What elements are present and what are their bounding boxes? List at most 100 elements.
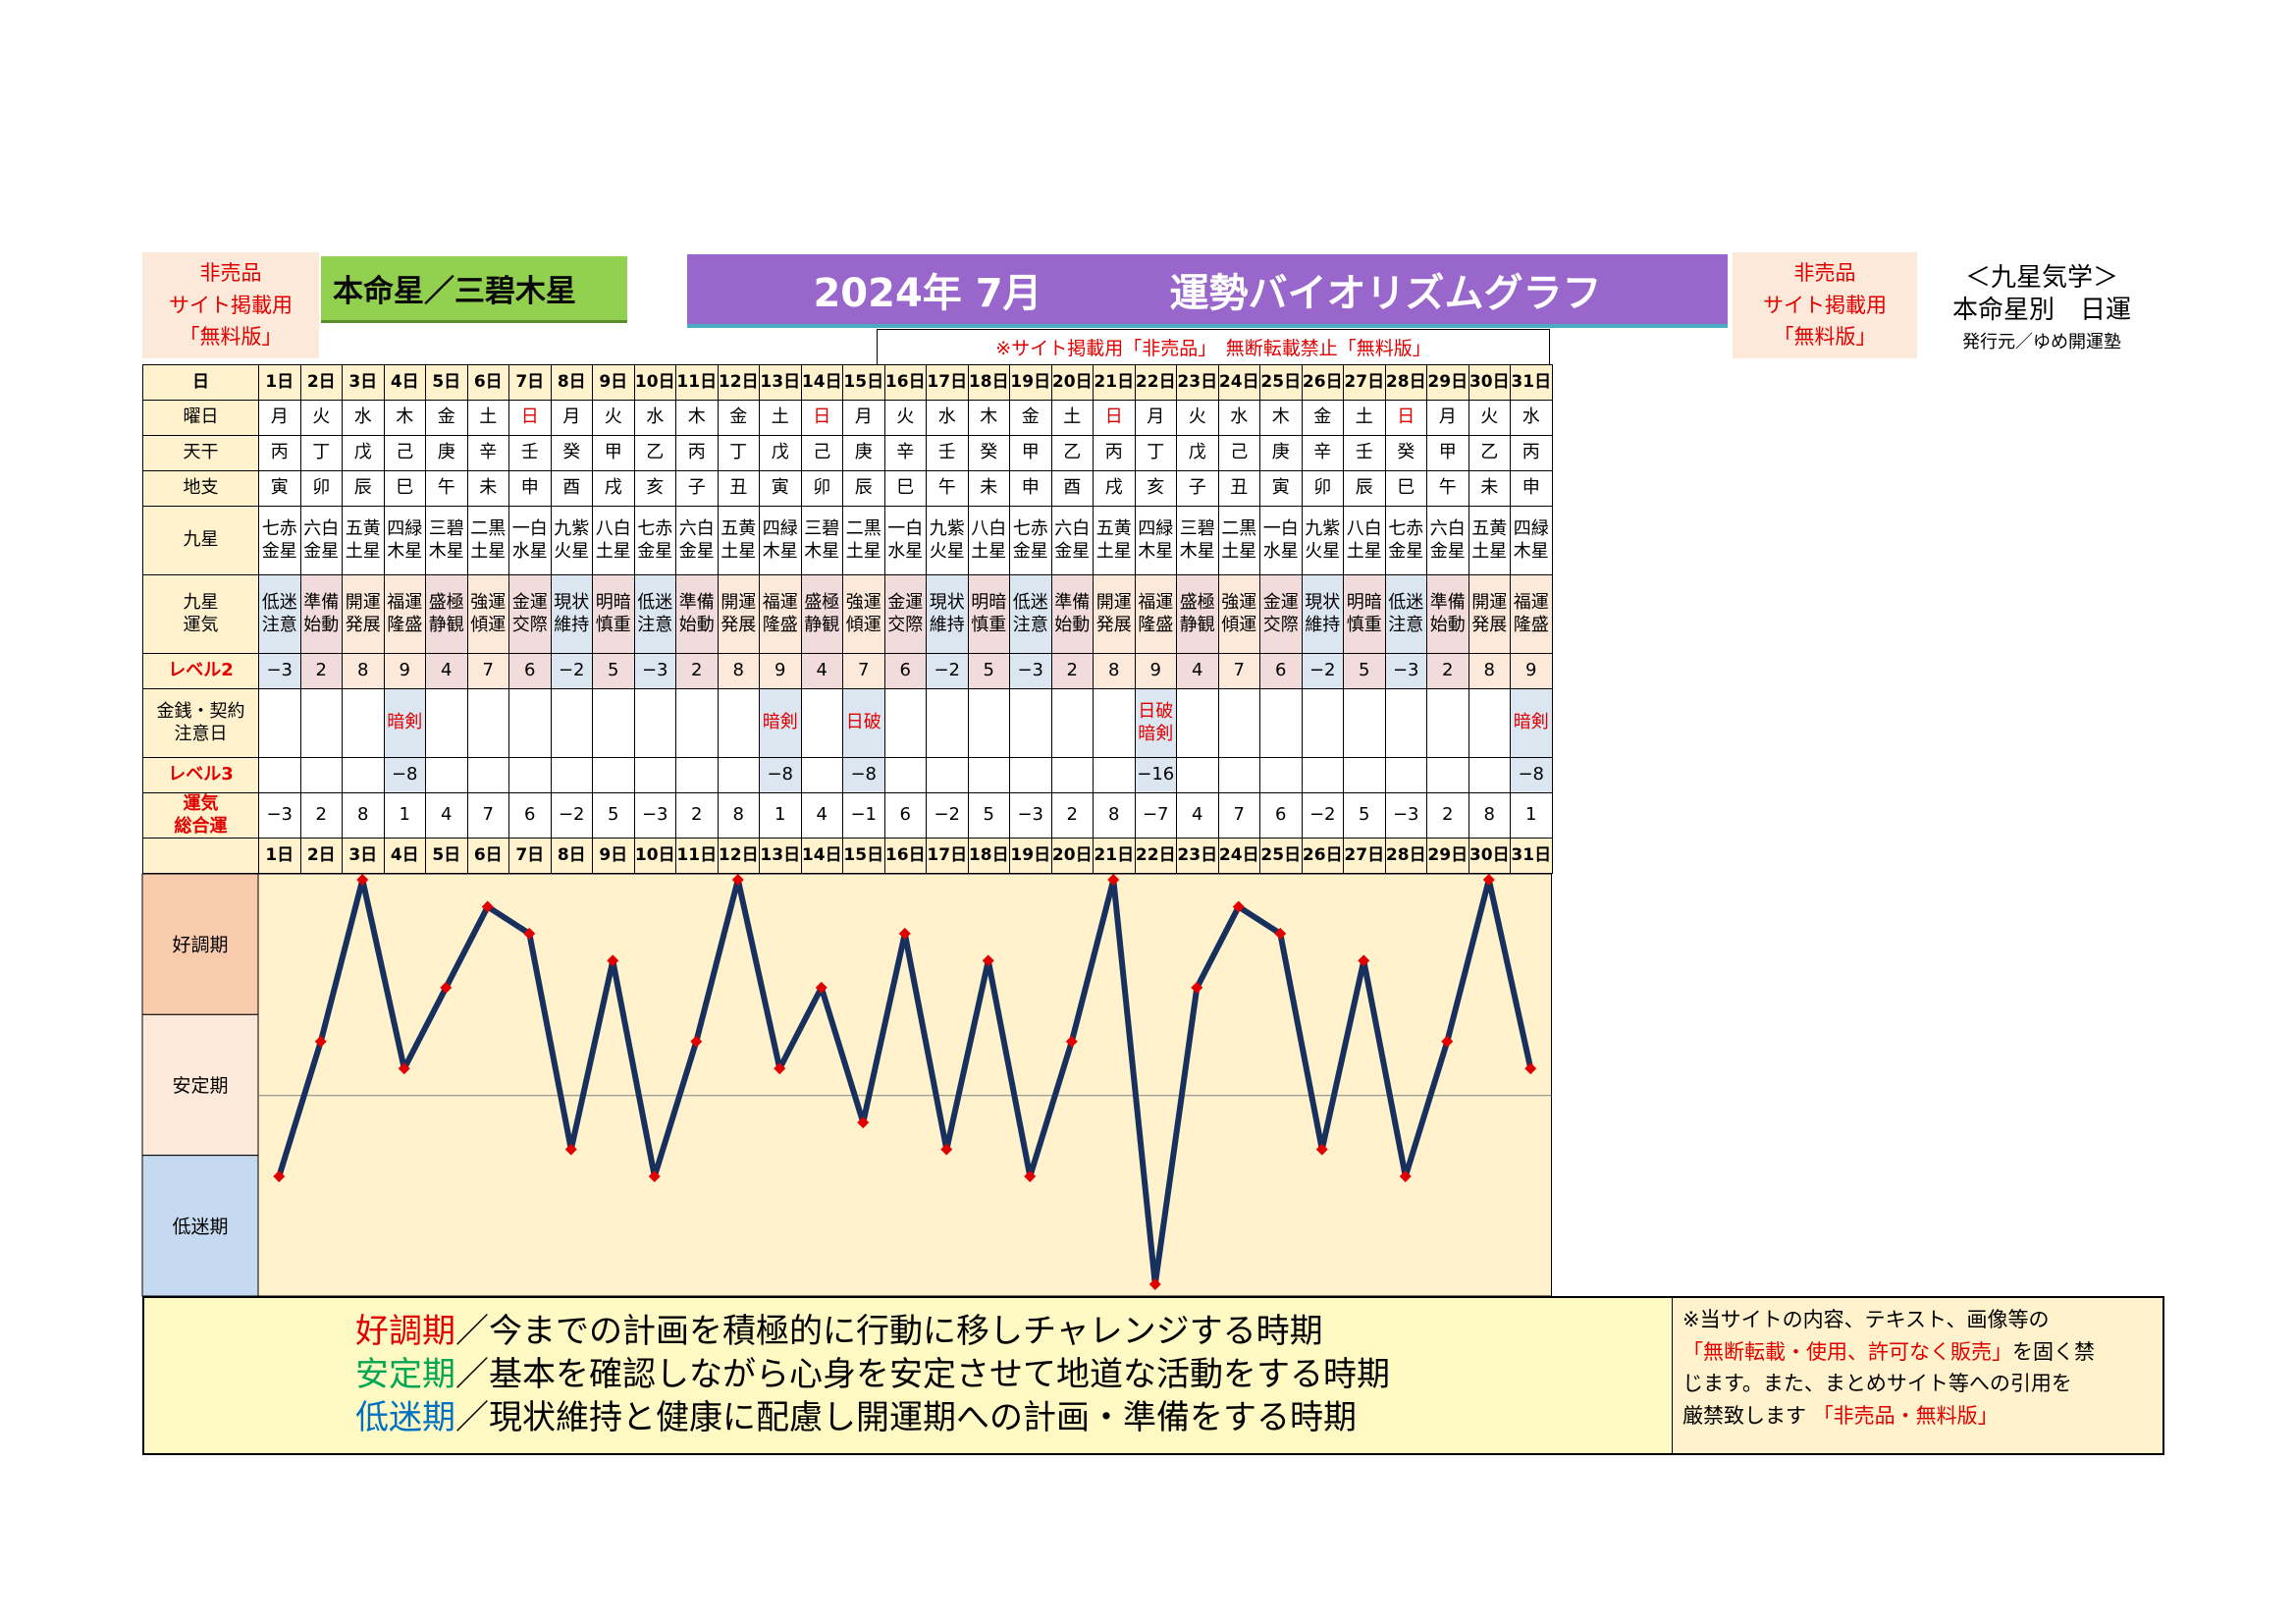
cell-chishi-30: 未: [1468, 470, 1511, 507]
cell-tenkan-7: 壬: [508, 435, 552, 471]
right-notice-line3: 「無料版」: [1773, 325, 1877, 350]
cell-days-8: 8日: [550, 838, 593, 874]
phase-band-label-1: 好調期: [172, 935, 228, 956]
cell-days-19: 19日: [1009, 364, 1052, 401]
data-point-4日: [398, 1062, 410, 1075]
cell-days-28: 28日: [1384, 838, 1427, 874]
cell-tenkan-3: 戊: [342, 435, 385, 471]
cell-days-16: 16日: [883, 364, 927, 401]
phase-band-1: [141, 873, 259, 1015]
right-notice-line2: サイト掲載用: [1763, 293, 1887, 317]
cell-level3-31: −8: [1510, 757, 1553, 793]
cell-days-10: 10日: [633, 364, 676, 401]
phase-band-3: [141, 1155, 259, 1297]
data-point-2日: [314, 1035, 327, 1048]
cell-level2-25: 6: [1259, 653, 1303, 689]
right-notice: 非売品 サイト掲載用 「無料版」: [1733, 252, 1917, 358]
cell-chishi-4: 巳: [383, 470, 426, 507]
title-date: 2024年 7月: [813, 270, 1042, 316]
cell-kinsen-15: 日破: [842, 688, 885, 758]
data-point-3日: [356, 874, 369, 886]
cell-days-10: 10日: [633, 838, 676, 874]
cell-days-31: 31日: [1510, 364, 1553, 401]
cell-level2-31: 9: [1510, 653, 1553, 689]
cell-days-25: 25日: [1259, 364, 1303, 401]
data-point-17日: [940, 1143, 953, 1156]
cell-sougou-21: 8: [1093, 792, 1136, 839]
legend-line-2: 安定期／基本を確認しながら心身を安定させて地道な活動をする時期: [355, 1353, 1390, 1396]
cell-days-25: 25日: [1259, 838, 1303, 874]
cell-kinsen-20: [1050, 688, 1094, 758]
copyright-line3: じます。また、まとめサイト等への引用を: [1682, 1372, 2072, 1396]
cell-unki-16: 金運 交際: [883, 574, 927, 654]
cell-chishi-14: 卯: [800, 470, 843, 507]
cell-level3-11: [675, 757, 719, 793]
cell-days-14: 14日: [800, 838, 843, 874]
cell-chishi-9: 戌: [592, 470, 635, 507]
cell-days-24: 24日: [1217, 838, 1260, 874]
cell-days-16: 16日: [883, 838, 927, 874]
data-point-19日: [1024, 1170, 1037, 1183]
cell-unki-7: 金運 交際: [508, 574, 552, 654]
cell-days-1: 1日: [258, 838, 301, 874]
cell-level2-11: 2: [675, 653, 719, 689]
cell-chishi-17: 午: [926, 470, 969, 507]
cell-unki-10: 低迷 注意: [633, 574, 676, 654]
left-notice-line3: 「無料版」: [179, 325, 283, 350]
cell-days-28: 28日: [1384, 364, 1427, 401]
cell-kyusei-30: 五黄 土星: [1468, 506, 1511, 575]
cell-unki-31: 福運 隆盛: [1510, 574, 1553, 654]
cell-unki-23: 盛極 静観: [1176, 574, 1219, 654]
cell-level2-20: 2: [1050, 653, 1094, 689]
cell-level2-16: 6: [883, 653, 927, 689]
cell-kyusei-6: 二黒 土星: [466, 506, 509, 575]
cell-level2-4: 9: [383, 653, 426, 689]
cell-chishi-7: 申: [508, 470, 552, 507]
data-point-9日: [607, 954, 619, 967]
cell-tenkan-4: 己: [383, 435, 426, 471]
cell-sougou-13: 1: [759, 792, 802, 839]
cell-chishi-13: 寅: [759, 470, 802, 507]
cell-kyusei-3: 五黄 土星: [342, 506, 385, 575]
cell-sougou-23: 4: [1176, 792, 1219, 839]
copyright-red2: 「非売品・無料版」: [1812, 1403, 1999, 1428]
cell-kinsen-1: [258, 688, 301, 758]
cell-tenkan-26: 辛: [1301, 435, 1344, 471]
page-title: 2024年 7月 運勢バイオリズムグラフ: [687, 254, 1728, 328]
data-point-31日: [1524, 1062, 1537, 1075]
cell-unki-11: 準備 始動: [675, 574, 719, 654]
cell-kyusei-9: 八白 土星: [592, 506, 635, 575]
phase-band-label-3: 低迷期: [172, 1216, 228, 1237]
cell-kyusei-1: 七赤 金星: [258, 506, 301, 575]
row-label-empty: [142, 838, 259, 874]
copyright-line1: ※当サイトの内容、テキスト、画像等の: [1682, 1308, 2050, 1331]
data-point-23日: [1191, 981, 1203, 994]
cell-sougou-3: 8: [342, 792, 385, 839]
title-main: 運勢バイオリズムグラフ: [1169, 270, 1602, 316]
cell-tenkan-9: 甲: [592, 435, 635, 471]
cell-chishi-3: 辰: [342, 470, 385, 507]
cell-days-14: 14日: [800, 364, 843, 401]
cell-tenkan-23: 戊: [1176, 435, 1219, 471]
cell-sougou-10: −3: [633, 792, 676, 839]
cell-unki-3: 開運 発展: [342, 574, 385, 654]
cell-kinsen-9: [592, 688, 635, 758]
cell-chishi-6: 未: [466, 470, 509, 507]
cell-level3-19: [1009, 757, 1052, 793]
cell-unki-15: 強運 傾運: [842, 574, 885, 654]
cell-kinsen-21: [1093, 688, 1136, 758]
cell-days-26: 26日: [1301, 364, 1344, 401]
data-point-20日: [1065, 1035, 1078, 1048]
cell-sougou-2: 2: [299, 792, 343, 839]
cell-days-9: 9日: [592, 838, 635, 874]
cell-weekdays-17: 水: [926, 400, 969, 436]
data-point-1日: [273, 1170, 286, 1183]
cell-sougou-24: 7: [1217, 792, 1260, 839]
cell-level2-8: −2: [550, 653, 593, 689]
cell-weekdays-24: 水: [1217, 400, 1260, 436]
data-point-25日: [1274, 927, 1287, 940]
cell-days-29: 29日: [1426, 364, 1469, 401]
cell-level3-14: [800, 757, 843, 793]
copyright-notice: ※当サイトの内容、テキスト、画像等の 「無断転載・使用、許可なく販売」を固く禁 …: [1672, 1296, 2164, 1455]
publisher: 発行元／ゆめ開運塾: [1962, 332, 2121, 353]
